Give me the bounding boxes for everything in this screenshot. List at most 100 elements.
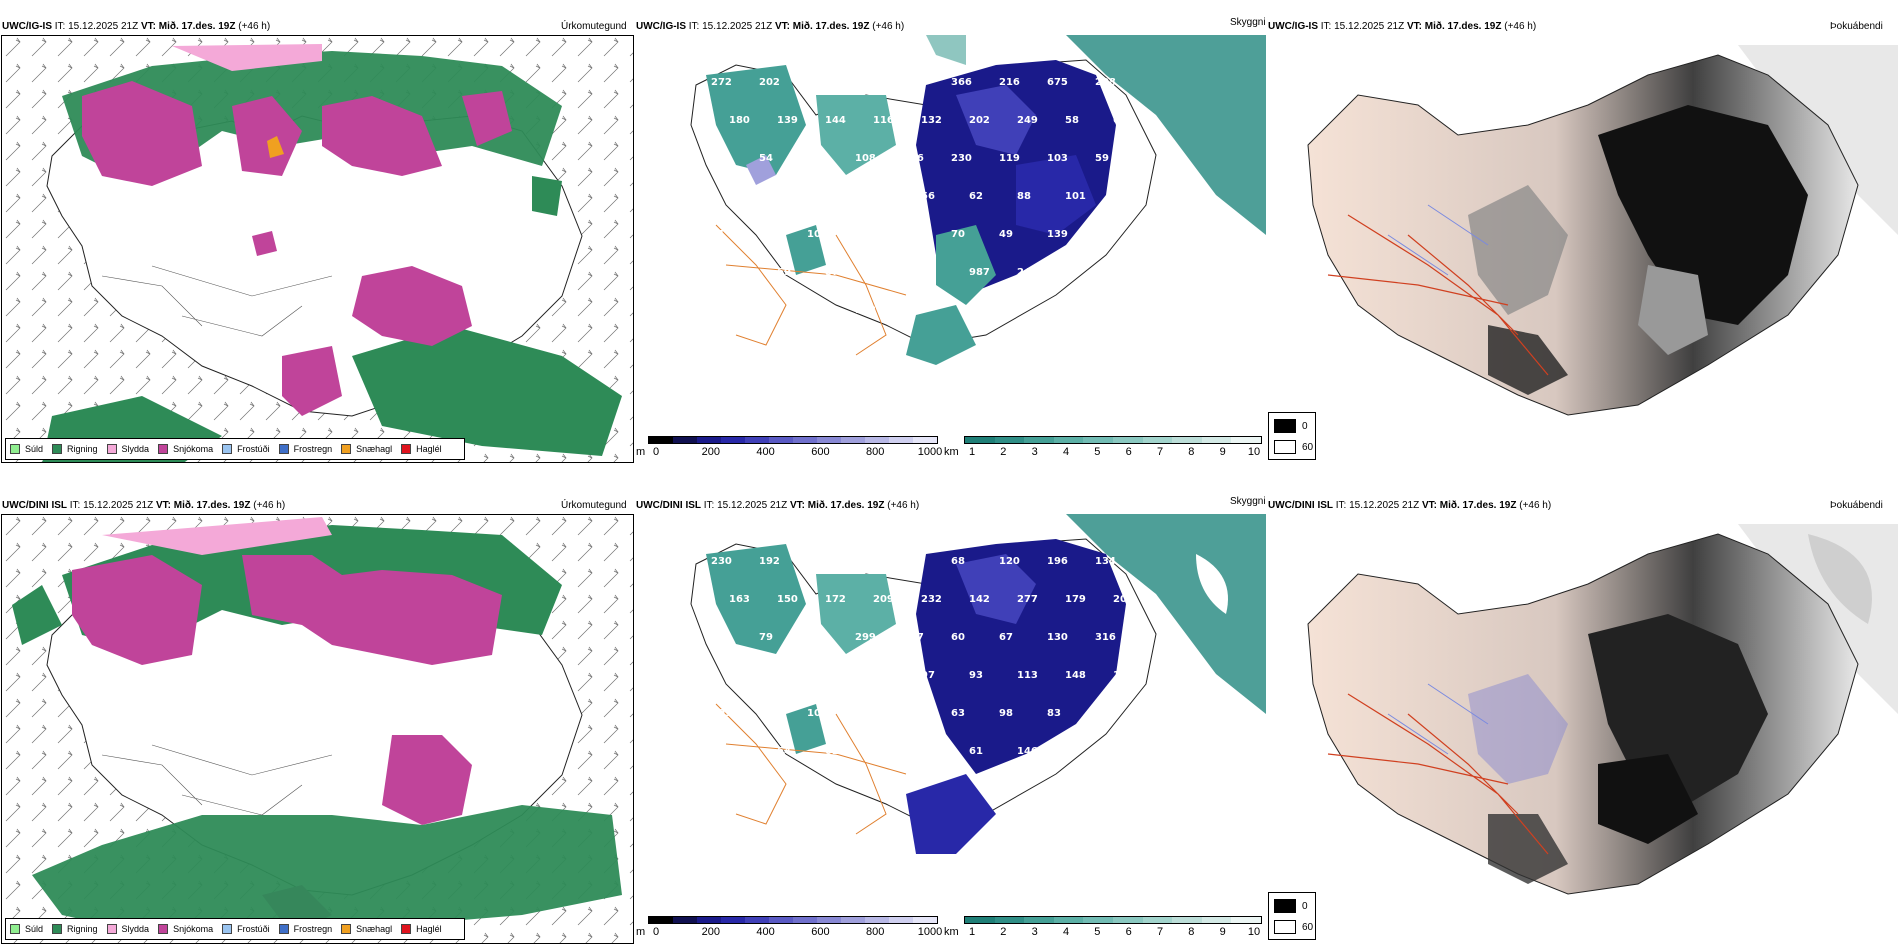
cbar-segment	[1172, 437, 1202, 443]
vis-title-2: Skyggni	[1230, 496, 1266, 507]
fog-map-2[interactable]	[1268, 514, 1898, 909]
cbar-tick-label: 7	[1156, 926, 1164, 938]
cbar-segment	[965, 437, 995, 443]
cbar-segment	[913, 437, 937, 443]
vis-value-label: 88	[1017, 191, 1031, 202]
cbar-segment	[1024, 917, 1054, 923]
vis-value-label: 57	[1095, 708, 1109, 719]
cbar-tick-label: 1	[968, 446, 976, 458]
vis-value-label: 54	[759, 153, 773, 164]
vis-value-label: 132	[921, 115, 942, 126]
precip-map-2[interactable]: Súld Rigning Slydda Snjókoma Frostúði Fr…	[1, 514, 634, 944]
cbar-tick-label: 3	[1031, 446, 1038, 458]
vis-value-label: 58	[1065, 115, 1079, 126]
cbar-m-1: m 0 200 400 600 800 1000	[636, 436, 942, 460]
vis-value-label: 64	[777, 746, 791, 757]
vis-value-label: 135	[759, 708, 780, 719]
cbar-m-unit: m	[636, 446, 646, 458]
swatch	[52, 924, 63, 934]
vis-value-label: 146	[1017, 746, 1038, 757]
vis-value-label: 63	[1113, 115, 1127, 126]
cbar-segment	[889, 917, 913, 923]
vis-value-label: 60	[951, 632, 965, 643]
vis-value-label: 92	[825, 670, 839, 681]
vis-value-label: 118	[1113, 746, 1134, 757]
vis-value-label: 62	[825, 746, 839, 757]
legend-item-haglel: Haglél	[401, 444, 442, 454]
vis-value-label: 100	[807, 708, 828, 719]
cbar-segment	[1231, 437, 1261, 443]
vis-value-label: 150	[777, 594, 798, 605]
cbar-tick-label: 7	[1156, 446, 1164, 458]
vis-value-label: 58	[807, 153, 821, 164]
vis-value-label: 59	[711, 632, 725, 643]
vis-value-label: 295	[903, 556, 924, 567]
vis-value-label: 188	[855, 305, 876, 316]
vis-map-2[interactable]: 230 192 140 115 295 68 120 196 134 163 150 172 209 23…	[636, 514, 1266, 909]
cbar-tick-label: 200	[701, 446, 720, 458]
cbar-km-2: km 1 2 3 4 5 6 7 8 9 10	[944, 916, 1264, 940]
vis-value-label: 64	[777, 191, 791, 202]
cbar-tick-label: 200	[701, 926, 720, 938]
vis-value-label: 148	[1065, 670, 1086, 681]
vis-value-label: 153	[903, 77, 924, 88]
cbar-segment	[817, 917, 841, 923]
fog-map-svg-1	[1307, 45, 1898, 416]
vis-value-label: 179	[1065, 594, 1086, 605]
vis-value-label: 97	[729, 746, 743, 757]
cbar-tick-label: 400	[756, 446, 775, 458]
vis-value-label: 216	[999, 77, 1020, 88]
vis-value-label: 42	[1065, 746, 1079, 757]
cbar-segment	[769, 437, 793, 443]
vis-value-label: 106	[855, 77, 876, 88]
vis-value-label: 103	[1047, 153, 1068, 164]
cbar-segment	[889, 437, 913, 443]
vis-value-label: 192	[759, 556, 780, 567]
vis-value-label: 98	[999, 708, 1013, 719]
swatch	[341, 444, 352, 454]
cbar-km-bar	[964, 916, 1262, 924]
fog-legend-row: 60	[1274, 920, 1313, 934]
vis-value-label: 139	[777, 115, 798, 126]
vis-value-label: 134	[1095, 556, 1116, 567]
cbar-tick-label: 8	[1188, 446, 1195, 458]
vis-value-label: 125	[1095, 229, 1116, 240]
cbar-km-unit: km	[944, 446, 959, 458]
vis-value-label: 81	[711, 229, 725, 240]
legend-item-sulld: Súld	[10, 924, 43, 934]
vis-map-1[interactable]: 272 202 165 106 153 366 216 675 208 180 139 144 116 1…	[636, 35, 1266, 430]
cbar-segment	[865, 437, 889, 443]
cbar-tick-label: 600	[811, 926, 830, 938]
legend-item-frostudi: Frostúði	[222, 924, 270, 934]
cbar-segment	[793, 437, 817, 443]
vis-value-label: 141	[807, 784, 828, 795]
vis-value-label: 165	[807, 77, 828, 88]
vis-value-label: 59	[1095, 153, 1109, 164]
cbar-segment	[793, 917, 817, 923]
vis-value-label: 102	[759, 229, 780, 240]
vis-value-label: 96	[729, 670, 743, 681]
swatch	[1274, 419, 1296, 433]
swatch	[401, 444, 412, 454]
vis-value-label: 70	[951, 229, 965, 240]
vis-value-label: 987	[969, 267, 990, 278]
vis-value-label: 718	[711, 305, 732, 316]
swatch	[1274, 920, 1296, 934]
swatch	[222, 444, 233, 454]
precip-header-1: UWC/IG-IS IT: 15.12.2025 21Z VT: Mið. 17…	[2, 21, 271, 32]
precip-map-1[interactable]: Súld Rigning Slydda Snjókoma Frostúði Fr…	[1, 35, 634, 463]
fog-map-1[interactable]	[1268, 35, 1898, 430]
cbar-segment	[649, 917, 673, 923]
cbar-tick-label: 5	[1094, 446, 1101, 458]
legend-item-frostregn: Frostregn	[278, 924, 332, 934]
cbar-tick-label: 4	[1062, 446, 1070, 458]
precip-legend-2: Súld Rigning Slydda Snjókoma Frostúði Fr…	[5, 918, 465, 940]
vis-value-label: 98	[759, 305, 773, 316]
vis-value-label: 83	[1047, 708, 1061, 719]
cbar-segment	[1201, 917, 1232, 923]
vis-value-label: 113	[855, 229, 876, 240]
vis-value-label: 136	[777, 670, 798, 681]
vis-value-label: 116	[873, 115, 894, 126]
vis-value-labels-1: 272 202 165 106 153 366 216 675 208 180 139 144 116 1…	[711, 77, 1134, 316]
vis-value-label: 61	[1113, 267, 1127, 278]
